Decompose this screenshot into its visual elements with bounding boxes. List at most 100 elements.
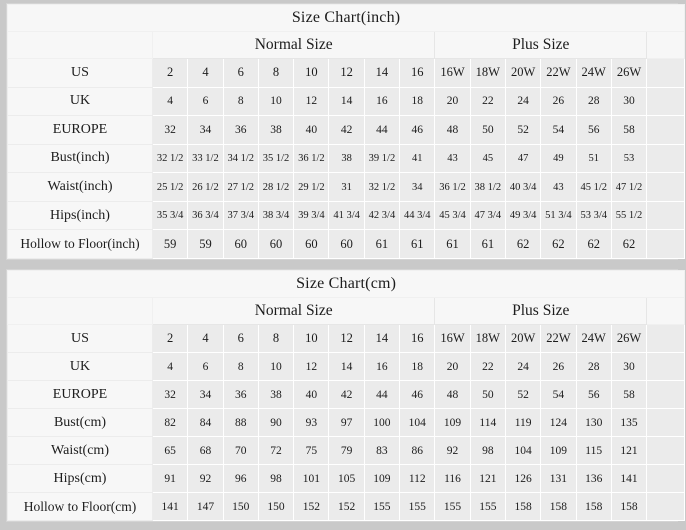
- table-row: Hollow to Floor(inch) 59 59 60 60 60 60 …: [7, 229, 686, 259]
- cell: 18W: [469, 324, 506, 353]
- cell-empty: [646, 492, 686, 521]
- cell: 40 3/4: [504, 172, 542, 202]
- table-row: EUROPE 32 34 36 38 40 42 44 46 48 50 52 …: [7, 380, 686, 409]
- cell: 36 1/2: [293, 143, 330, 174]
- cell: 39 1/2: [363, 143, 401, 174]
- table-separator-band: [6, 260, 678, 269]
- cell: 20: [434, 352, 471, 381]
- cell: 48: [434, 115, 471, 145]
- cell-empty: [646, 143, 686, 174]
- table-row: Waist(inch) 25 1/2 26 1/2 27 1/2 28 1/2 …: [7, 172, 686, 202]
- table-row: Hips(inch) 35 3/4 36 3/4 37 3/4 38 3/4 3…: [7, 200, 686, 231]
- cell: 34: [187, 380, 224, 409]
- cell: 62: [575, 229, 612, 259]
- cell: 90: [257, 408, 295, 437]
- cell: 121: [610, 436, 648, 465]
- cell: 43: [434, 143, 471, 174]
- cell: 68: [187, 436, 224, 465]
- inch-group-plus-size: Plus Size: [434, 31, 648, 59]
- cm-table-body: Size Chart(cm) Normal Size Plus Size US …: [6, 270, 686, 521]
- cell: 47: [504, 143, 542, 174]
- size-chart-inch-block: Size Chart(inch) Normal Size Plus Size U…: [6, 3, 686, 260]
- cell: 20: [434, 86, 471, 117]
- cell: 72: [257, 436, 295, 465]
- cell: 10: [293, 58, 330, 88]
- cell: 79: [328, 436, 365, 465]
- cell: 44: [363, 380, 401, 409]
- cell: 98: [257, 464, 295, 493]
- cell: 60: [293, 229, 330, 259]
- row-label-hollow-to-floor-inch: Hollow to Floor(inch): [7, 229, 153, 259]
- cell: 61: [363, 229, 401, 259]
- cell-empty: [646, 380, 686, 409]
- cell: 84: [187, 408, 224, 437]
- cell: 4: [187, 58, 224, 88]
- cell: 100: [363, 408, 401, 437]
- cell: 155: [434, 492, 471, 521]
- cell: 46: [399, 115, 436, 145]
- cell: 158: [504, 492, 542, 521]
- row-label-us-cm: US: [7, 324, 153, 353]
- cm-group-normal-size: Normal Size: [151, 297, 436, 325]
- cell: 59: [151, 229, 189, 259]
- cell: 56: [575, 115, 612, 145]
- cell: 51 3/4: [540, 200, 577, 231]
- cell: 131: [540, 464, 577, 493]
- cell: 10: [257, 86, 295, 117]
- row-label-waist-inch: Waist(inch): [7, 172, 153, 202]
- cell: 147: [187, 492, 224, 521]
- cell-empty: [646, 464, 686, 493]
- cell-empty: [646, 200, 686, 231]
- table-row: EUROPE 32 34 36 38 40 42 44 46 48 50 52 …: [7, 115, 686, 145]
- cell: 109: [434, 408, 471, 437]
- cell: 12: [328, 324, 365, 353]
- cell: 124: [540, 408, 577, 437]
- cm-group-row: Normal Size Plus Size: [7, 297, 686, 325]
- cell: 152: [328, 492, 365, 521]
- cell: 116: [434, 464, 471, 493]
- cell: 150: [222, 492, 259, 521]
- cell: 22W: [540, 324, 577, 353]
- row-label-hollow-to-floor-cm: Hollow to Floor(cm): [7, 492, 153, 521]
- cell: 8: [257, 324, 295, 353]
- cell: 12: [328, 58, 365, 88]
- cell-empty: [646, 324, 686, 353]
- cell: 22: [469, 86, 506, 117]
- cell: 31: [328, 172, 365, 202]
- row-label-bust-inch: Bust(inch): [7, 143, 153, 174]
- cell: 112: [399, 464, 436, 493]
- cell: 91: [151, 464, 189, 493]
- cell: 4: [151, 86, 189, 117]
- table-row: Hips(cm) 91 92 96 98 101 105 109 112 116…: [7, 464, 686, 493]
- cell: 92: [187, 464, 224, 493]
- cell: 30: [610, 352, 648, 381]
- cell: 41 3/4: [328, 200, 365, 231]
- cell: 130: [575, 408, 612, 437]
- table-row: Bust(inch) 32 1/2 33 1/2 34 1/2 35 1/2 3…: [7, 143, 686, 174]
- cell: 150: [257, 492, 295, 521]
- cell: 36: [222, 380, 259, 409]
- cell: 65: [151, 436, 189, 465]
- table-row: Hollow to Floor(cm) 141 147 150 150 152 …: [7, 492, 686, 521]
- cell: 20W: [504, 58, 542, 88]
- cell: 155: [363, 492, 401, 521]
- cell: 155: [399, 492, 436, 521]
- cell: 18: [399, 86, 436, 117]
- cell: 44 3/4: [399, 200, 436, 231]
- cell: 14: [328, 352, 365, 381]
- row-label-hips-inch: Hips(inch): [7, 200, 153, 231]
- cell-empty: [646, 436, 686, 465]
- cell: 55 1/2: [610, 200, 648, 231]
- inch-group-row: Normal Size Plus Size: [7, 31, 686, 59]
- cm-title-row: Size Chart(cm): [6, 270, 686, 298]
- cell: 32: [151, 115, 189, 145]
- table-row: UK 4 6 8 10 12 14 16 18 20 22 24 26 28 3…: [7, 352, 686, 381]
- cell: 47 1/2: [610, 172, 648, 202]
- cell-empty: [646, 408, 686, 437]
- cell: 109: [540, 436, 577, 465]
- cell: 28 1/2: [257, 172, 295, 202]
- cell: 88: [222, 408, 259, 437]
- inch-title-row: Size Chart(inch): [6, 4, 686, 32]
- cell: 119: [504, 408, 542, 437]
- cell: 24: [504, 86, 542, 117]
